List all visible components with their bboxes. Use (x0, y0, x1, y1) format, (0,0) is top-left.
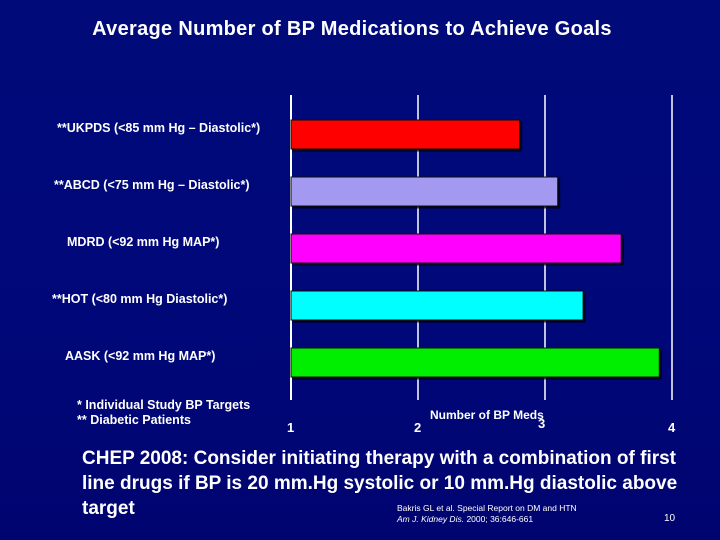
x-tick-label: 1 (287, 420, 294, 435)
bar (290, 119, 521, 150)
bar (290, 347, 660, 378)
category-label: **HOT (<80 mm Hg Diastolic*) (52, 292, 227, 306)
category-label: **ABCD (<75 mm Hg – Diastolic*) (54, 178, 250, 192)
bars (290, 119, 660, 378)
reference-line-2: Am J. Kidney Dis. 2000; 36:646-661 (397, 514, 577, 525)
x-tick-label: 4 (668, 420, 676, 435)
x-axis-title: Number of BP Meds (430, 408, 544, 422)
page-number: 10 (664, 513, 676, 524)
category-label: AASK (<92 mm Hg MAP*) (65, 349, 215, 363)
slide-title: Average Number of BP Medications to Achi… (92, 18, 612, 40)
category-labels: **UKPDS (<85 mm Hg – Diastolic*) **ABCD (… (52, 121, 260, 363)
bar (290, 233, 622, 264)
x-tick-labels: 1 2 3 4 (287, 416, 676, 435)
reference-volume: 2000; 36:646-661 (464, 514, 534, 524)
bar (290, 176, 559, 207)
x-tick-label: 3 (538, 416, 545, 431)
reference-citation: Bakris GL et al. Special Report on DM an… (397, 503, 577, 525)
category-label: **UKPDS (<85 mm Hg – Diastolic*) (57, 121, 260, 135)
bar (290, 290, 584, 321)
conclusion-text: CHEP 2008: Consider initiating therapy w… (82, 448, 678, 519)
x-tick-label: 2 (414, 420, 421, 435)
category-label: MDRD (<92 mm Hg MAP*) (67, 235, 219, 249)
footnote-diabetic: ** Diabetic Patients (77, 413, 191, 427)
reference-line-1: Bakris GL et al. Special Report on DM an… (397, 503, 577, 513)
footnote-study-targets: * Individual Study BP Targets (77, 398, 251, 412)
reference-journal: Am J. Kidney Dis. (397, 514, 465, 524)
footnotes: * Individual Study BP Targets ** Diabeti… (77, 398, 250, 428)
